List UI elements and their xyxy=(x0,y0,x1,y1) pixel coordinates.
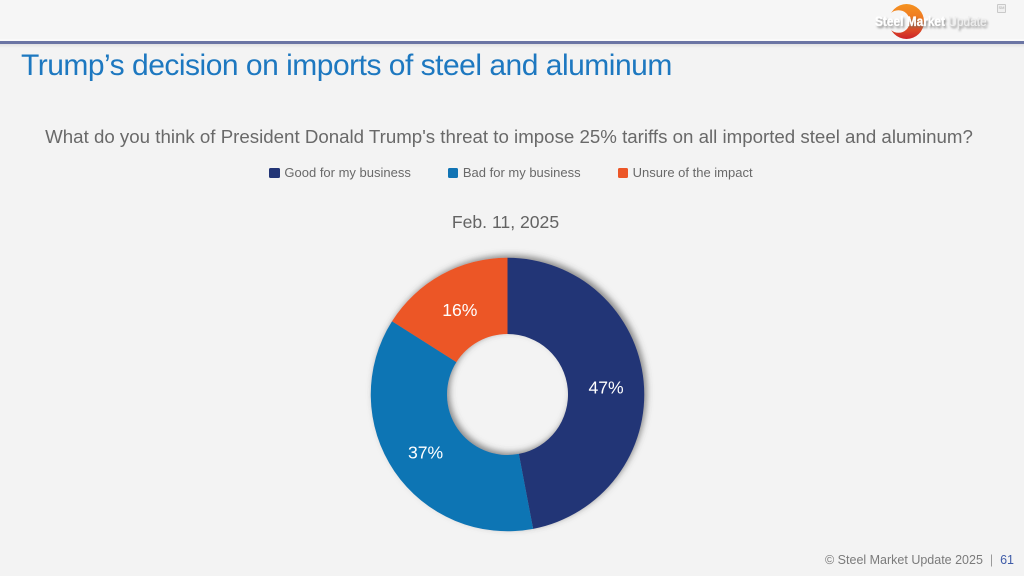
svg-text:16%: 16% xyxy=(442,300,478,320)
svg-text:37%: 37% xyxy=(408,442,444,462)
svg-text:47%: 47% xyxy=(588,378,624,398)
